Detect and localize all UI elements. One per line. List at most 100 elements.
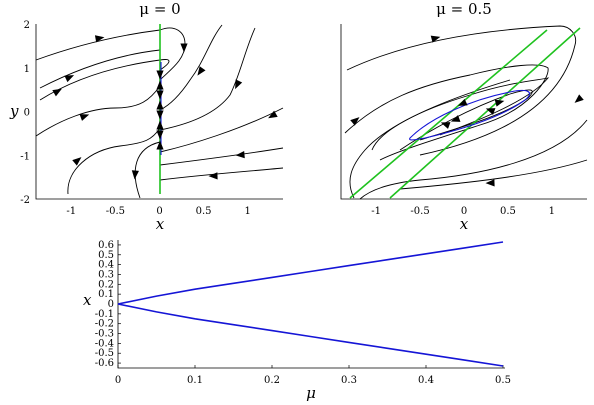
y-tick-label: 0.1 [98, 289, 114, 300]
x-tick-label: 0.4 [418, 375, 434, 386]
trajectory [159, 27, 186, 81]
trajectories [344, 25, 588, 200]
x-tick-label: 0.5 [196, 206, 212, 217]
trajectory [159, 107, 284, 153]
x-axis-label: x [156, 215, 165, 233]
series-lines [117, 241, 504, 367]
x-axis-label: μ [306, 384, 316, 402]
trajectory [39, 59, 170, 101]
trajectory [359, 119, 588, 200]
trajectory [35, 29, 161, 61]
arrow-head [208, 172, 218, 180]
y-tick-label: -0.4 [95, 338, 114, 349]
flow-arrows [350, 35, 584, 187]
axes-frame [340, 24, 587, 200]
arrow-head [131, 170, 139, 180]
arrow-head [94, 35, 105, 43]
arrow-head [156, 120, 164, 130]
trajectory [344, 64, 549, 161]
trajectory [399, 159, 588, 190]
y-tick-label: 1 [24, 64, 30, 75]
x-tick-label: -1 [371, 206, 381, 217]
arrow-head [52, 88, 62, 97]
arrow-head [156, 100, 164, 110]
flow-arrows [52, 35, 278, 180]
y-tick-label: 0.6 [98, 240, 114, 251]
x-tick-label: 0.1 [187, 375, 203, 386]
arrow-head [180, 43, 188, 53]
nullcline [349, 29, 548, 199]
y-tick-label: 0 [108, 299, 114, 310]
trajectory [35, 85, 161, 137]
arrow-head [430, 35, 441, 43]
x-tick-label: 0.2 [264, 375, 280, 386]
arrow-head [79, 114, 90, 121]
arrow-head [156, 110, 164, 120]
x-tick-label: 0.3 [341, 375, 357, 386]
y-tick-label: 0 [24, 108, 30, 119]
phase-portrait-mu-0: μ = 0 y x -1 -0.5 0 0.5 1 2 1 0 -1 -2 [9, 0, 284, 233]
arrow-head [197, 66, 206, 76]
nullcline [389, 27, 581, 199]
x-tick-labels: -1 -0.5 0 0.5 1 [371, 206, 555, 217]
x-axis-label: x [460, 215, 469, 233]
panel-title: μ = 0.5 [436, 0, 492, 18]
x-tick-label: -0.5 [410, 206, 429, 217]
arrow-head [457, 98, 468, 106]
y-tick-label: 0.2 [98, 279, 114, 290]
arrow-head [440, 122, 451, 129]
x-tick-labels: 0 0.1 0.2 0.3 0.4 0.5 [115, 375, 511, 386]
arrow-head [156, 70, 164, 80]
series-line-2 [117, 303, 504, 367]
y-tick-label: -0.5 [95, 348, 114, 359]
arrow-head [485, 108, 496, 115]
trajectory [134, 141, 161, 199]
y-tick-label: -0.3 [95, 329, 114, 340]
trajectory [159, 167, 284, 181]
y-tick-labels: 0.60.50.40.30.20.10-0.1-0.2-0.3-0.4-0.5-… [95, 240, 114, 369]
trajectory [371, 77, 550, 151]
y-tick-label: 0.4 [98, 260, 114, 271]
trajectory [159, 24, 223, 111]
trajectory [349, 79, 511, 199]
y-tick-label: -0.6 [95, 358, 114, 369]
arrow-head [450, 115, 461, 122]
y-tick-labels: 2 1 0 -1 -2 [20, 20, 30, 206]
arrow-head [485, 179, 495, 187]
y-tick-label: -2 [20, 195, 30, 206]
y-tick-label: -1 [20, 151, 30, 162]
y-tick-label: 0.5 [98, 250, 114, 261]
x-tick-label: 0.5 [495, 375, 511, 386]
arrow-head [156, 130, 164, 140]
x-tick-label: 0.5 [500, 206, 516, 217]
arrow-head [235, 151, 245, 159]
arrow-head [574, 94, 584, 103]
x-tick-label: 1 [245, 206, 251, 217]
trajectory [159, 27, 256, 131]
trajectory [39, 49, 161, 89]
arrow-head [156, 90, 164, 100]
arrow-head [235, 79, 243, 90]
trajectories [35, 24, 284, 199]
arrow-head [64, 75, 75, 83]
trajectory [346, 25, 577, 156]
axes-frame [35, 24, 283, 200]
y-tick-label: -0.1 [95, 309, 114, 320]
x-tick-label: -1 [66, 206, 76, 217]
y-axis-label: y [9, 102, 19, 120]
x-tick-label: -0.5 [106, 206, 125, 217]
arrow-head [494, 99, 505, 107]
panel-title: μ = 0 [139, 0, 180, 18]
x-tick-label: 1 [549, 206, 555, 217]
y-tick-label: 2 [24, 20, 30, 31]
bifurcation-diagram: x μ 0 0.1 0.2 0.3 0.4 0.5 0.60.50.40.30.20.10… [83, 240, 511, 402]
series-line-1 [117, 241, 504, 305]
x-tick-label: 0 [461, 206, 467, 217]
x-tick-label: 0 [156, 206, 162, 217]
y-tick-label: 0.3 [98, 269, 114, 280]
trajectory [159, 147, 284, 166]
x-tick-labels: -1 -0.5 0 0.5 1 [66, 206, 250, 217]
arrow-head [156, 140, 164, 150]
y-tick-label: -0.2 [95, 319, 114, 330]
